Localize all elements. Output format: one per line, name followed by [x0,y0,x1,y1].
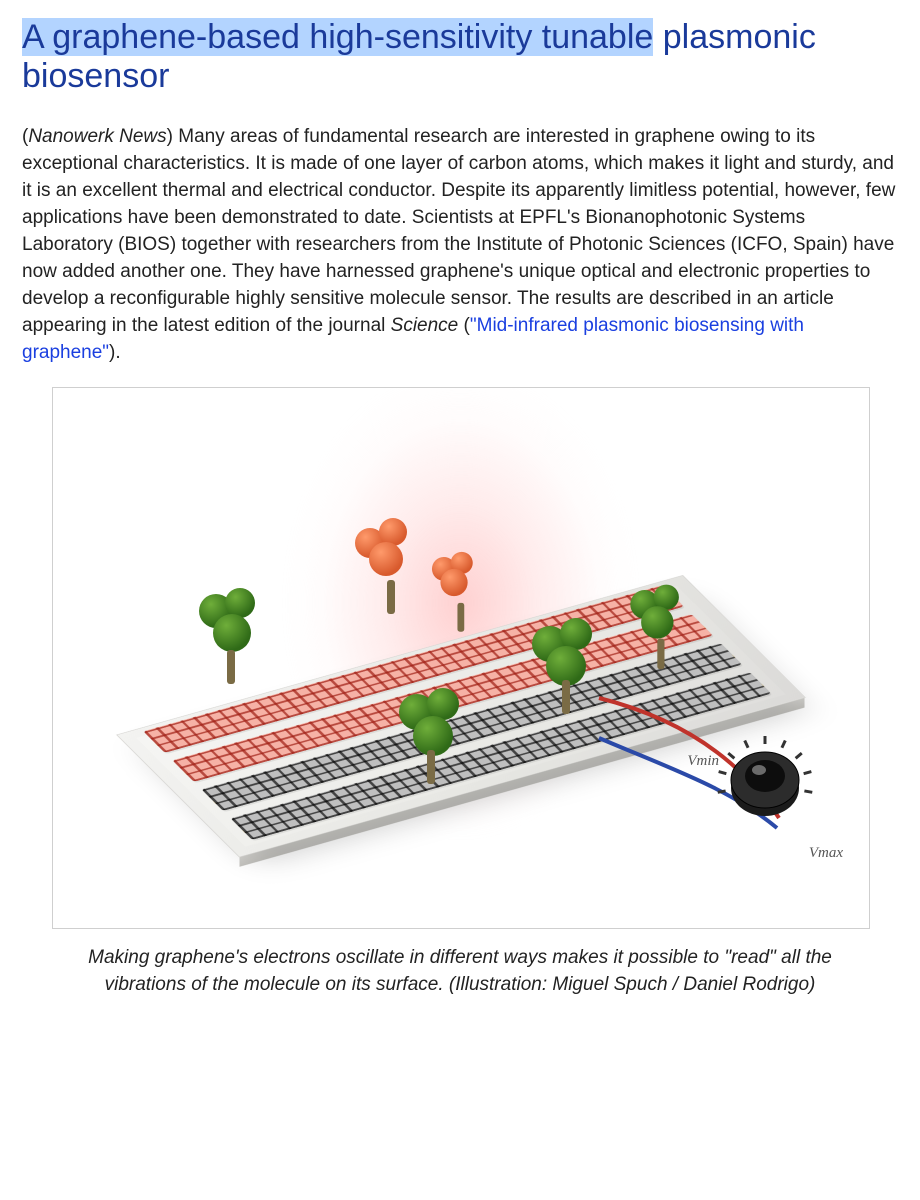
molecule-orange [429,550,492,632]
molecule-green [393,688,467,784]
body-text: Many areas of fundamental research are i… [22,126,895,336]
figure-illustration: Vmin Vmax [52,387,870,929]
molecule-orange [353,518,427,614]
knob-label-vmax: Vmax [809,845,843,862]
tuning-knob [705,722,825,842]
molecule-green [193,588,267,684]
knob-label-vmin: Vmin [687,753,719,770]
figure-container: Vmin Vmax [52,387,868,929]
title-highlighted: A graphene-based high-sensitivity tunabl… [22,18,653,56]
journal-name: Science [391,315,459,336]
source-name: Nanowerk News [28,126,166,147]
link-suffix: ). [109,342,121,363]
link-prefix: ( [458,315,470,336]
article-title: A graphene-based high-sensitivity tunabl… [22,18,898,96]
lead-paragraph: (Nanowerk News) Many areas of fundamenta… [22,124,898,367]
figure-caption: Making graphene's electrons oscillate in… [52,945,868,998]
molecule-green [627,583,694,669]
